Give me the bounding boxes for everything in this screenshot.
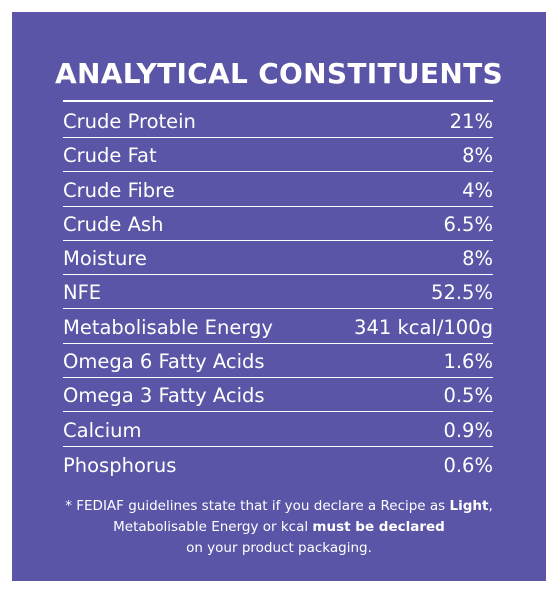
row-value: 1.6% bbox=[443, 350, 493, 374]
row-label: Calcium bbox=[63, 418, 142, 442]
row-label: NFE bbox=[63, 281, 102, 305]
table-row: Metabolisable Energy 341 kcal/100g bbox=[63, 311, 493, 344]
row-value: 0.6% bbox=[443, 453, 493, 477]
table-row: Omega 6 Fatty Acids 1.6% bbox=[63, 345, 493, 379]
analytical-constituents-panel: ANALYTICAL CONSTITUENTS Crude Protein 21… bbox=[12, 12, 546, 581]
footnote-emphasis: must be declared bbox=[312, 519, 445, 535]
table-row: Calcium 0.9% bbox=[63, 414, 493, 447]
table-row: Phosphorus 0.6% bbox=[63, 448, 493, 481]
footnote-text: Metabolisable Energy or kcal bbox=[113, 519, 313, 535]
table-row: Crude Fibre 4% bbox=[63, 174, 493, 207]
row-value: 0.5% bbox=[443, 384, 493, 408]
constituents-table: Crude Protein 21% Crude Fat 8% Crude Fib… bbox=[63, 105, 493, 482]
row-label: Crude Ash bbox=[63, 212, 164, 236]
row-label: Moisture bbox=[63, 247, 147, 271]
row-label: Omega 3 Fatty Acids bbox=[63, 384, 265, 408]
row-label: Crude Fat bbox=[63, 144, 157, 168]
panel-title: ANALYTICAL CONSTITUENTS bbox=[55, 57, 503, 90]
footnote-line-1: * FEDIAF guidelines state that if you de… bbox=[12, 496, 546, 517]
table-row: Crude Protein 21% bbox=[63, 105, 493, 138]
row-value: 0.9% bbox=[443, 418, 493, 442]
footnote-line-3: on your product packaging. bbox=[12, 538, 546, 559]
row-value: 8% bbox=[462, 144, 493, 168]
footnote-text: on your product packaging. bbox=[186, 540, 372, 556]
table-row: Moisture 8% bbox=[63, 242, 493, 276]
title-divider bbox=[63, 100, 493, 102]
row-label: Phosphorus bbox=[63, 453, 177, 477]
row-value: 21% bbox=[449, 110, 493, 133]
footnote-text: , bbox=[488, 498, 493, 514]
table-row: Omega 3 Fatty Acids 0.5% bbox=[63, 379, 493, 413]
row-label: Omega 6 Fatty Acids bbox=[63, 350, 265, 374]
row-value: 341 kcal/100g bbox=[354, 315, 493, 339]
footnote-line-2: Metabolisable Energy or kcal must be dec… bbox=[12, 517, 546, 538]
row-label: Crude Protein bbox=[63, 110, 196, 133]
footnote-text: * FEDIAF guidelines state that if you de… bbox=[65, 498, 450, 514]
row-value: 52.5% bbox=[431, 281, 493, 305]
row-label: Metabolisable Energy bbox=[63, 315, 273, 339]
row-value: 8% bbox=[462, 247, 493, 271]
footnote: * FEDIAF guidelines state that if you de… bbox=[12, 496, 546, 559]
footnote-emphasis: Light bbox=[449, 498, 489, 514]
table-row: NFE 52.5% bbox=[63, 276, 493, 310]
row-value: 4% bbox=[462, 178, 493, 202]
row-value: 6.5% bbox=[443, 212, 493, 236]
table-row: Crude Fat 8% bbox=[63, 139, 493, 173]
row-label: Crude Fibre bbox=[63, 178, 175, 202]
table-row: Crude Ash 6.5% bbox=[63, 208, 493, 241]
